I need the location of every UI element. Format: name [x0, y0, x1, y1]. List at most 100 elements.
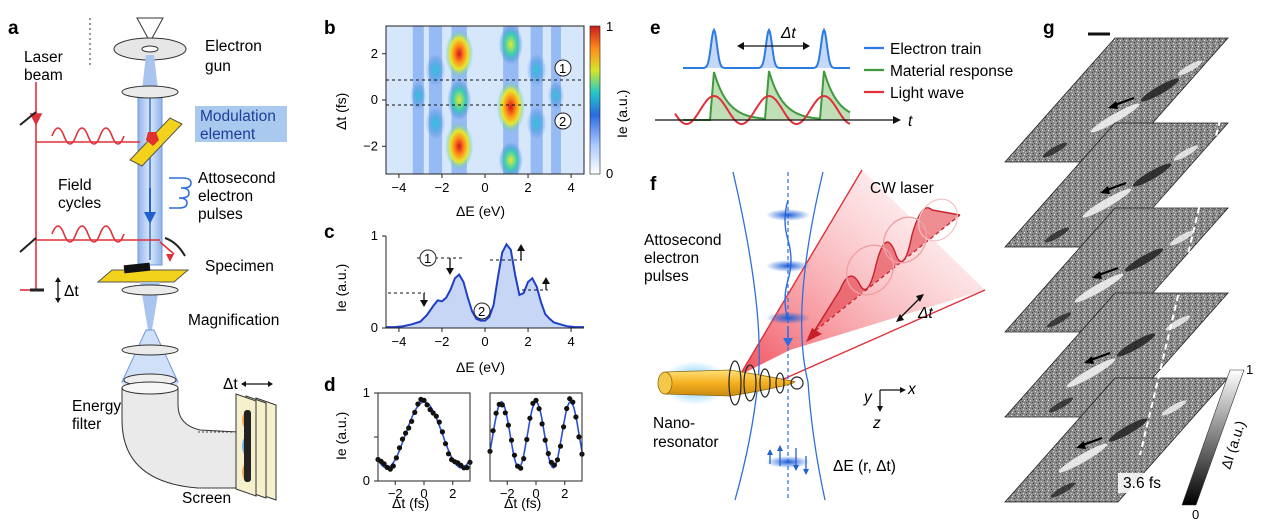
electron-pulse-1	[766, 209, 810, 221]
data-point	[427, 407, 433, 413]
data-point	[390, 463, 396, 469]
heatmap-ytick: 2	[371, 46, 378, 61]
panel-f: f CW laser Δt Attosecond electron pulses	[644, 169, 986, 501]
beam-envelope-right	[801, 171, 826, 501]
data-point	[567, 396, 573, 402]
electron-train-curve	[683, 27, 850, 69]
laser-wave	[814, 207, 961, 331]
data-point	[381, 461, 387, 467]
spectrum-xlabel: ΔE (eV)	[456, 359, 505, 375]
legend-light-wave: Light wave	[890, 85, 964, 102]
laser-path	[20, 82, 175, 291]
condenser-lens	[121, 85, 179, 99]
spectrum-xtick: 4	[567, 334, 574, 349]
data-point	[536, 406, 542, 412]
data-point	[502, 410, 508, 416]
modulation-element-label-2: element	[200, 126, 256, 143]
heatmap-ytick: 0	[371, 92, 378, 107]
panel-c-letter: c	[324, 222, 335, 243]
panel-d: d −2 0 2 1 0 −2 0 2 Δt (fs) Δt (fs) Ie (a.u.)	[324, 375, 585, 511]
spectrum-xtick: 0	[481, 334, 488, 349]
spectrum-fill	[386, 244, 584, 328]
laser-beam-label-1: Laser	[24, 49, 63, 66]
beam-direction-arrow	[144, 212, 156, 224]
marker-1	[554, 59, 572, 77]
mirror-2	[19, 237, 37, 253]
energy-filter-label-2: filter	[72, 416, 101, 433]
g-cbar-tick-0: 0	[1192, 507, 1199, 522]
data-point	[533, 397, 539, 403]
osc-xtick: 0	[420, 486, 427, 501]
data-point	[464, 465, 470, 471]
data-point	[521, 456, 527, 462]
spectrum-ytick: 1	[371, 228, 378, 243]
axis-x-label: x	[907, 381, 917, 398]
down-arrow-2	[420, 300, 428, 307]
legend-material-response: Material response	[890, 63, 1013, 80]
data-point	[524, 436, 530, 443]
nanoresonator-label-2: resonator	[653, 434, 718, 451]
data-point	[542, 437, 548, 443]
heat-ridge-1	[428, 26, 443, 174]
data-point	[511, 452, 518, 458]
screen-label: Screen	[182, 490, 231, 507]
heat-spot-1	[445, 122, 474, 171]
heatmap-axes: −4 −2 0 2 4 2 0 −2	[363, 46, 575, 195]
heat-spot-9	[526, 107, 547, 140]
data-point	[518, 465, 524, 471]
heat-spot-2	[447, 80, 472, 120]
data-point	[505, 422, 511, 428]
mirror-1	[19, 111, 37, 126]
energy-shift-label: ΔE (r, Δt)	[833, 458, 896, 475]
electron-gun-label-1: Electron	[205, 38, 262, 55]
panel-a-letter: a	[8, 18, 19, 39]
data-point	[490, 428, 496, 434]
timing-diagram	[674, 27, 851, 125]
data-point	[527, 415, 533, 421]
data-point	[564, 405, 570, 412]
f-attosecond-label-3: pulses	[644, 268, 689, 285]
cbar-tick-0: 0	[606, 166, 613, 181]
cw-laser-label: CW laser	[870, 180, 934, 197]
g-cbar-tick-1: 1	[1246, 362, 1253, 377]
up-arrow-2	[542, 277, 550, 284]
heat-spot-6	[425, 53, 446, 86]
data-point	[406, 425, 412, 431]
osc-ytick: 0	[363, 473, 370, 488]
electron-gun-tip	[136, 17, 164, 44]
svg-text:2: 2	[478, 304, 485, 319]
spacing-label: Δt	[780, 25, 796, 42]
panel-b-letter: b	[324, 18, 336, 39]
image-frame: 3.6 fs	[1004, 377, 1229, 503]
data-point	[442, 441, 449, 447]
data-point	[436, 419, 442, 425]
modulation-element-label-1: Modulation	[200, 108, 276, 125]
osc-xtick: −2	[500, 486, 515, 501]
heat-spot-3	[496, 80, 525, 133]
attosecond-label-3: pulses	[198, 206, 243, 223]
attosecond-pulses-icon	[169, 177, 192, 209]
heatmap-xtick: −4	[391, 180, 406, 195]
panel-c: c −4 −2 0 2 4 1 0 1 2 ΔE (eV) Ie (a.u.)	[324, 222, 584, 375]
data-point	[403, 430, 409, 436]
objective-lens	[121, 284, 179, 296]
heatmap-xtick: 4	[567, 180, 574, 195]
data-point	[412, 409, 418, 415]
beam-envelope-left	[732, 171, 760, 501]
panel-e-letter: e	[650, 18, 661, 39]
spectrum-xtick: −2	[435, 334, 450, 349]
c-marker-2	[473, 302, 491, 320]
data-point	[399, 436, 406, 442]
data-point	[445, 451, 452, 457]
energy-filter-body	[121, 387, 239, 489]
data-point	[424, 402, 430, 408]
svg-text:1: 1	[424, 251, 431, 266]
data-point	[393, 455, 399, 461]
f-attosecond-label-2: electron	[644, 250, 699, 267]
down-arrow-1	[446, 268, 454, 275]
data-point	[570, 399, 576, 405]
frame-time-label: 3.6 fs	[1123, 475, 1161, 492]
svg-text:2: 2	[559, 114, 566, 129]
heatmap-xlabel: ΔE (eV)	[456, 203, 505, 219]
heat-spot-4	[498, 26, 523, 65]
